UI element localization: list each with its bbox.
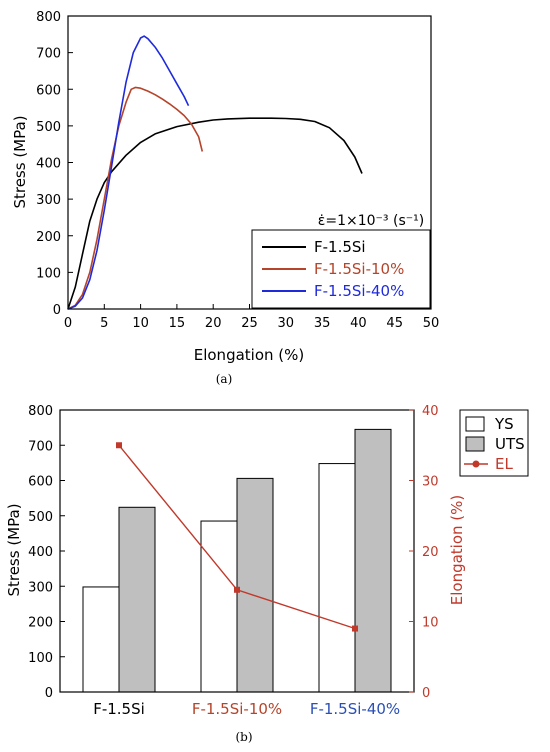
panel-b-bars-group	[82, 428, 392, 693]
panel-b-left-y-ticks: 0 100 200 300 400 500 600 700 800	[28, 404, 65, 701]
panel-b-legend-swatch	[465, 416, 485, 432]
panel-b-y-tick-label: 300	[28, 580, 53, 595]
panel-b-category-label: F-1.5Si-10%	[192, 700, 282, 718]
panel-a-series-group	[67, 35, 363, 310]
panel-a-x-tick-label: 25	[241, 316, 258, 331]
panel-b-bar-ys	[200, 520, 238, 693]
panel-a-x-tick-label: 10	[132, 316, 149, 331]
panel-a-x-tick-label: 5	[100, 316, 108, 331]
panel-b-legend-label: YS	[494, 415, 514, 433]
panel-b-y-tick-label: 800	[28, 404, 53, 419]
panel-b-y2-tick-label: 0	[422, 686, 430, 701]
panel-b-legend-label: EL	[495, 455, 513, 473]
panel-b-elongation-marker	[234, 586, 240, 593]
panel-a-y-axis-label: Stress (MPa)	[11, 115, 29, 208]
panel-a-y-tick-label: 300	[36, 193, 61, 208]
panel-b-y2-axis-label: Elongation (%)	[448, 495, 466, 606]
panel-b-y2-tick-label: 30	[422, 475, 439, 490]
panel-a-y-tick-label: 600	[36, 83, 61, 98]
panel-b-y2-tick-label: 40	[422, 404, 439, 419]
panel-a-y-tick-label: 800	[36, 10, 61, 25]
panel-a-x-tick-label: 30	[278, 316, 295, 331]
panel-a-legend-label: F-1.5Si-40%	[314, 282, 404, 300]
panel-a-legend-label: F-1.5Si-10%	[314, 260, 404, 278]
panel-b-category-label: F-1.5Si-40%	[310, 700, 400, 718]
panel-b-y-tick-label: 500	[28, 510, 53, 525]
panel-a-y-tick-label: 0	[53, 303, 61, 318]
panel-a-y-tick-label: 500	[36, 120, 61, 135]
panel-a-x-tick-label: 50	[423, 316, 440, 331]
panel-a-y-ticks: 0 100 200 300 400 500 600 700 800	[36, 10, 73, 318]
panel-a-y-tick-label: 200	[36, 230, 61, 245]
panel-b-y-tick-label: 600	[28, 475, 53, 490]
panel-b-elongation-marker	[352, 625, 358, 632]
panel-b-bar-uts	[236, 477, 274, 693]
panel-a-y-tick-label: 700	[36, 47, 61, 62]
panel-b-chart: 0 100 200 300 400 500 600 700 800 0 10 20 30 40 F-1.…	[5, 404, 529, 744]
panel-a-series-line-1	[67, 117, 363, 310]
panel-a-y-tick-label: 100	[36, 266, 61, 281]
panel-a-series-line-3	[67, 35, 190, 310]
panel-a-chart: 0 5 10 15 20 25 30 35 40 45 50 0 100 200 300 400 500 600…	[11, 10, 439, 386]
panel-b-bar-uts	[118, 506, 156, 693]
panel-b-y-tick-label: 100	[28, 651, 53, 666]
panel-a-series-line-2	[67, 86, 204, 310]
panel-b-elongation-line-group	[116, 442, 358, 632]
panel-b-y-tick-label: 0	[45, 686, 53, 701]
panel-b-elongation-marker	[116, 442, 122, 449]
panel-b-legend: YS UTS EL	[459, 409, 529, 477]
panel-b-right-y-ticks: 0 10 20 30 40	[409, 404, 439, 701]
panel-a-x-tick-label: 0	[64, 316, 72, 331]
panel-a-legend-label: F-1.5Si	[314, 238, 366, 256]
panel-a-x-tick-label: 35	[314, 316, 331, 331]
panel-b-bar-uts	[354, 428, 392, 693]
panel-b-legend-swatch	[465, 436, 485, 452]
panel-a-x-tick-label: 40	[350, 316, 367, 331]
panel-a-y-tick-label: 400	[36, 157, 61, 172]
panel-b-y-tick-label: 700	[28, 439, 53, 454]
panel-b-legend-swatch-marker	[472, 460, 480, 468]
panel-b-category-labels: F-1.5Si F-1.5Si-10% F-1.5Si-40%	[93, 687, 400, 718]
panel-b-y-axis-label: Stress (MPa)	[5, 503, 23, 596]
panel-b-y-tick-label: 400	[28, 545, 53, 560]
panel-a-strain-rate-label: ε̇=1×10⁻³ (s⁻¹)	[318, 213, 424, 229]
panel-b-bar-ys	[82, 586, 120, 693]
panel-a-x-ticks: 0 5 10 15 20 25 30 35 40 45 50	[64, 304, 439, 331]
panel-b-bar-ys	[318, 463, 356, 693]
panel-a-x-tick-label: 20	[205, 316, 222, 331]
panel-a-x-tick-label: 45	[386, 316, 403, 331]
panel-a-caption: (a)	[216, 372, 233, 386]
panel-b-category-label: F-1.5Si	[93, 700, 145, 718]
panel-b-legend-label: UTS	[495, 435, 525, 453]
panel-a-x-axis-label: Elongation (%)	[194, 346, 305, 364]
panel-a-x-tick-label: 15	[169, 316, 186, 331]
panel-a-legend: F-1.5Si F-1.5Si-10% F-1.5Si-40%	[251, 229, 431, 309]
panel-b-y2-tick-label: 20	[422, 545, 439, 560]
panel-b-caption: (b)	[235, 730, 252, 744]
panel-b-y-tick-label: 200	[28, 616, 53, 631]
panel-b-y2-tick-label: 10	[422, 616, 439, 631]
